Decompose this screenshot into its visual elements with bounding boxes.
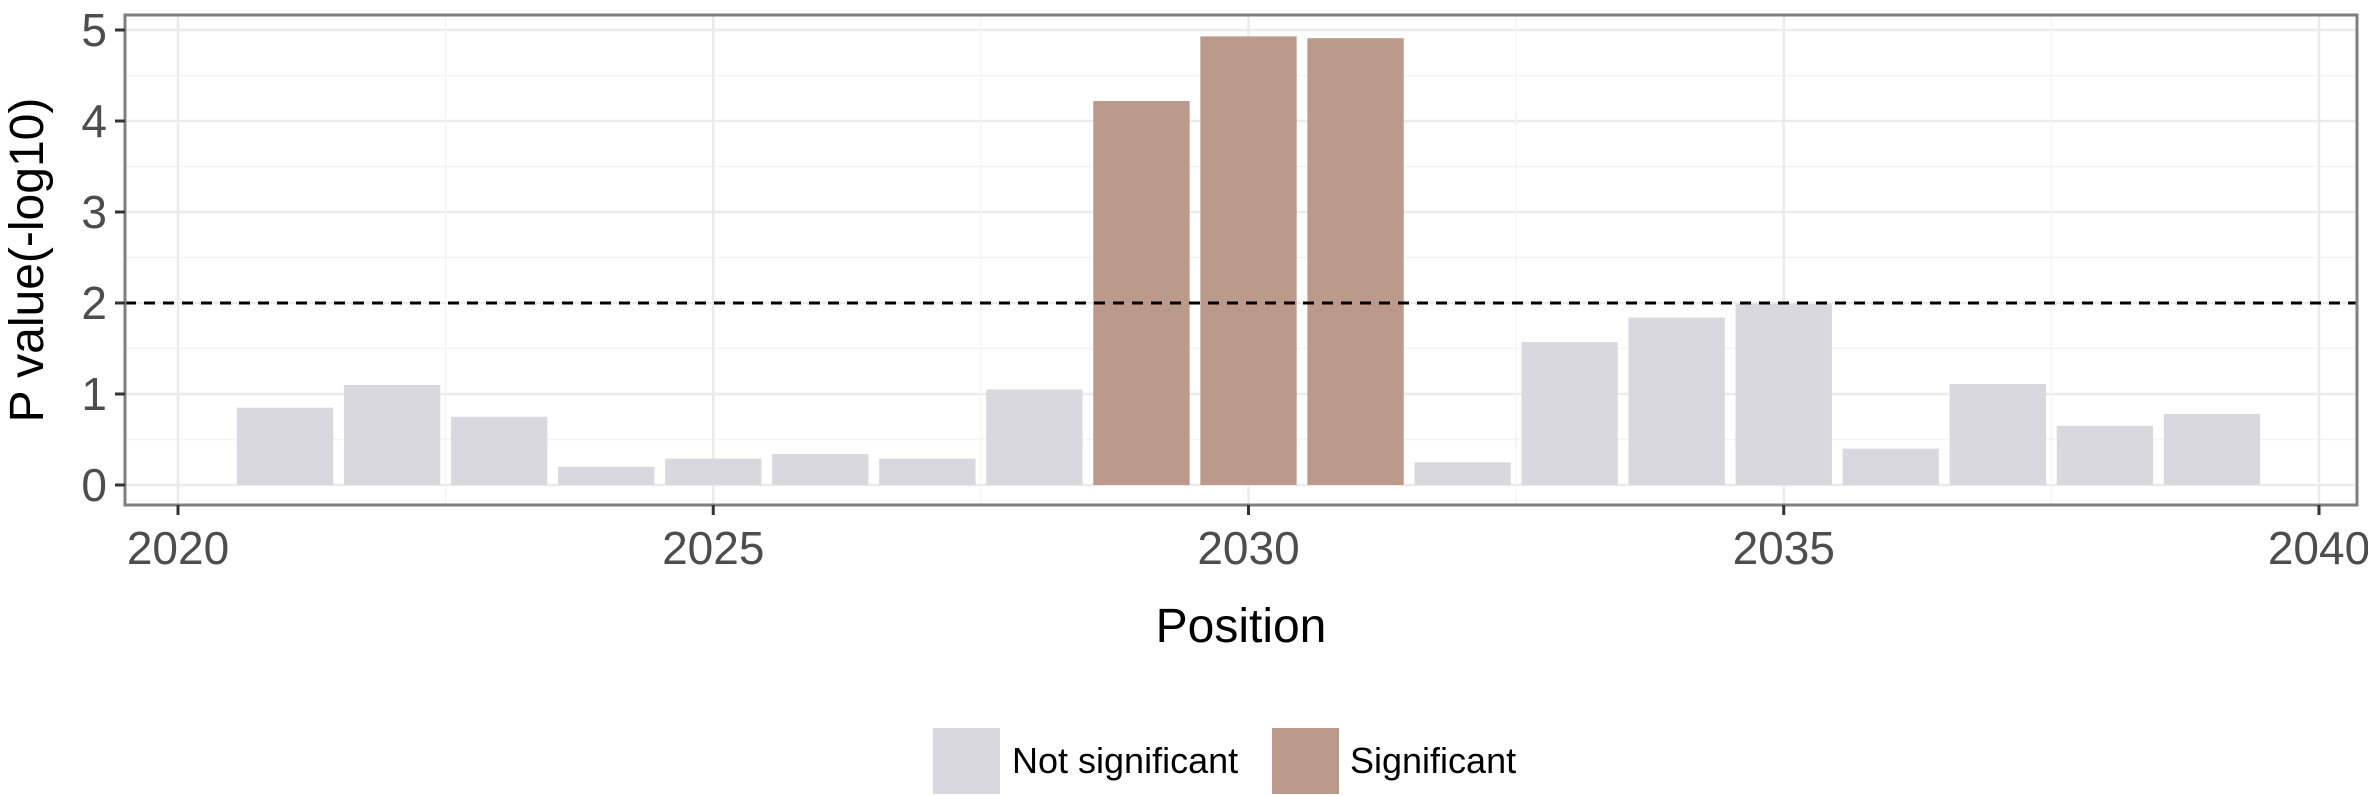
bar [1842,448,1939,485]
y-tick-label: 1 [81,368,107,420]
panel-border [123,13,2359,507]
bar [1735,303,1832,485]
bar [2163,414,2261,485]
bar [1414,462,1511,485]
bar [772,454,869,485]
bar [1307,38,1404,485]
legend-label: Not significant [1012,740,1238,781]
bar [1628,317,1725,485]
y-tick-label: 3 [81,186,107,238]
bar [2056,425,2154,485]
legend-swatch [933,728,1000,794]
y-tick-label: 2 [81,277,107,329]
legend-label: Significant [1350,740,1516,781]
legend-swatch [1272,728,1339,794]
legend: Not significant Significant [933,728,1516,794]
bar [665,458,762,485]
bar [1093,100,1190,485]
x-tick-label: 2030 [1197,522,1299,574]
bar [879,458,976,485]
x-tick-label: 2040 [2268,522,2368,574]
bar [450,416,548,485]
bar [986,389,1083,485]
bar [236,407,334,485]
bar [1949,383,2047,485]
bar [1521,342,1618,485]
x-tick-label: 2025 [662,522,764,574]
y-tick-label: 5 [81,4,107,56]
axes: 0 1 2 3 4 5 2020 2025 2030 2035 2040 [81,4,2368,574]
y-axis-title: P value(-log10) [1,98,54,423]
y-tick-label: 4 [81,95,107,147]
bars [236,36,2261,486]
bar [343,384,441,485]
bar [1200,36,1297,486]
y-tick-label: 0 [81,459,107,511]
x-axis-title: Position [1156,600,1327,653]
bar [558,466,655,485]
x-tick-label: 2020 [127,522,229,574]
x-tick-label: 2035 [1733,522,1835,574]
